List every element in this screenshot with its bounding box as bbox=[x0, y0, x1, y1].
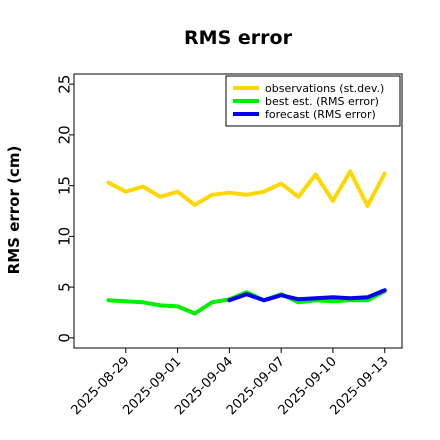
series-line-0 bbox=[106, 169, 387, 208]
plot-area-frame bbox=[73, 73, 403, 349]
legend-label-0: observations (st.dev.) bbox=[265, 82, 384, 95]
legend-label-2: forecast (RMS error) bbox=[265, 108, 376, 121]
series-layer bbox=[106, 169, 387, 316]
y-axis-label: RMS error (cm) bbox=[5, 146, 23, 275]
legend-label-1: best est. (RMS error) bbox=[265, 95, 379, 108]
y-axis: 0 5 10 15 20 25 bbox=[55, 75, 74, 343]
legend: observations (st.dev.)best est. (RMS err… bbox=[225, 75, 401, 127]
y-tick-label: 15 bbox=[55, 176, 73, 195]
y-tick-label: 5 bbox=[55, 282, 73, 292]
chart-title: RMS error bbox=[184, 27, 293, 49]
y-tick-label: 0 bbox=[55, 333, 73, 343]
series-line-1 bbox=[106, 289, 387, 316]
series-line-2 bbox=[227, 288, 387, 303]
x-axis: 2025-08-292025-09-012025-09-042025-09-07… bbox=[69, 348, 392, 418]
y-tick-label: 25 bbox=[55, 75, 73, 94]
y-tick-label: 20 bbox=[55, 125, 73, 144]
y-tick-label: 10 bbox=[55, 227, 73, 246]
